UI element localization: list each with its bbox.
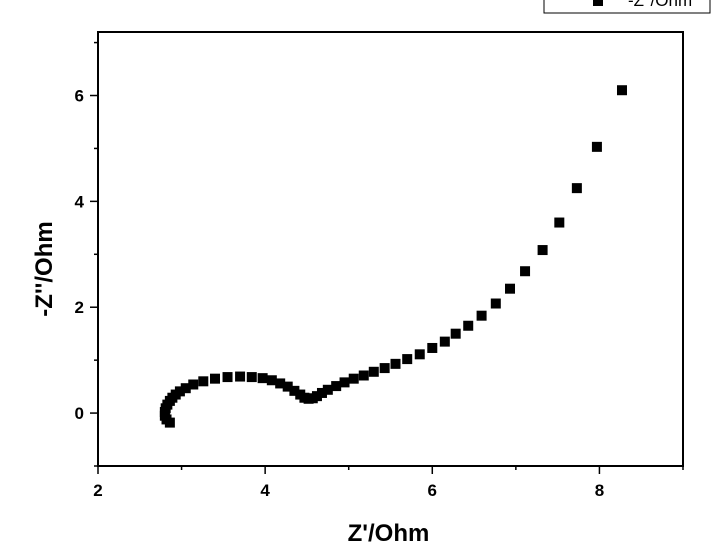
data-point bbox=[322, 384, 333, 395]
legend-label: -Z''/Ohm bbox=[628, 0, 692, 10]
data-point bbox=[368, 366, 379, 377]
data-point bbox=[235, 371, 246, 382]
legend: -Z''/Ohm bbox=[543, 0, 711, 14]
data-point bbox=[246, 372, 257, 383]
data-point bbox=[198, 376, 209, 387]
data-series bbox=[159, 85, 627, 428]
data-point bbox=[571, 183, 582, 194]
y-tick-label: 0 bbox=[75, 404, 84, 423]
y-axis: 0 2 4 6 bbox=[75, 41, 98, 467]
data-point bbox=[348, 373, 359, 384]
data-point bbox=[222, 372, 233, 383]
data-point bbox=[390, 358, 401, 369]
data-point bbox=[490, 298, 501, 309]
data-point bbox=[520, 266, 531, 277]
data-point bbox=[537, 245, 548, 256]
data-point bbox=[331, 381, 342, 392]
x-tick-label: 4 bbox=[260, 481, 270, 500]
data-point bbox=[289, 385, 300, 396]
data-point bbox=[210, 373, 220, 384]
data-point bbox=[402, 354, 413, 365]
y-tick-label: 2 bbox=[75, 298, 84, 317]
x-tick-label: 8 bbox=[595, 481, 604, 500]
x-axis: 2 4 6 8 bbox=[93, 466, 684, 500]
data-point bbox=[282, 381, 293, 392]
data-point bbox=[379, 363, 390, 374]
data-point bbox=[180, 383, 191, 394]
data-point bbox=[339, 377, 350, 388]
plot-frame bbox=[97, 31, 684, 467]
data-point bbox=[439, 336, 450, 347]
data-point bbox=[275, 378, 286, 389]
data-point bbox=[257, 373, 268, 384]
data-point bbox=[316, 387, 327, 398]
data-point bbox=[476, 310, 487, 321]
legend-box bbox=[543, 0, 711, 14]
data-point bbox=[427, 342, 438, 353]
x-tick-label: 2 bbox=[93, 481, 102, 500]
legend-marker bbox=[593, 0, 603, 6]
plot-area bbox=[97, 31, 684, 467]
data-point bbox=[505, 283, 516, 294]
data-point bbox=[311, 391, 322, 402]
data-point bbox=[463, 320, 474, 331]
data-point bbox=[591, 141, 602, 152]
y-tick-label: 4 bbox=[75, 192, 85, 211]
data-point bbox=[358, 370, 369, 381]
data-point bbox=[414, 349, 425, 360]
data-point bbox=[188, 379, 199, 390]
data-point bbox=[266, 375, 277, 386]
y-tick-label: 6 bbox=[75, 87, 84, 106]
data-point bbox=[450, 328, 461, 339]
data-point bbox=[554, 217, 565, 228]
x-tick-label: 6 bbox=[428, 481, 437, 500]
data-point bbox=[616, 85, 627, 96]
x-axis-title: Z'/Ohm bbox=[348, 520, 430, 547]
y-axis-title: -Z''/Ohm bbox=[31, 221, 58, 316]
data-point bbox=[174, 386, 185, 397]
